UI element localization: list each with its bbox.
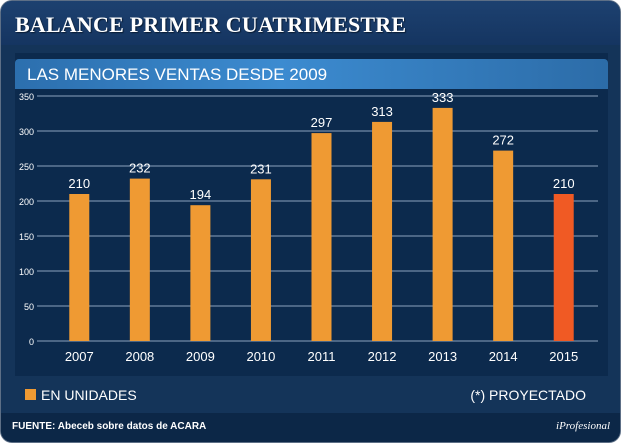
y-tick-label: 300 — [19, 127, 34, 137]
y-tick-label: 50 — [24, 302, 34, 312]
bar — [553, 194, 574, 341]
data-label: 231 — [250, 161, 272, 176]
data-label: 210 — [553, 176, 575, 191]
y-tick-label: 350 — [19, 92, 34, 102]
data-label: 194 — [190, 187, 212, 202]
bar — [432, 107, 453, 342]
x-tick-label: 2012 — [368, 349, 397, 364]
data-labels: 210 232 194 231 297 313 333 272 210 — [68, 90, 574, 202]
data-label: 272 — [492, 133, 514, 148]
y-tick-label: 200 — [19, 197, 34, 207]
chart-title: LAS MENORES VENTAS DESDE 2009 — [27, 65, 328, 84]
x-tick-label: 2010 — [246, 349, 275, 364]
projection-note: (*) PROYECTADO — [470, 387, 586, 403]
bars — [69, 107, 574, 342]
y-axis-ticks: 0 50 100 150 200 250 300 350 — [19, 92, 34, 347]
bar — [493, 150, 514, 341]
chart-title-bar — [15, 59, 608, 89]
bar — [129, 178, 150, 341]
x-tick-label: 2007 — [65, 349, 94, 364]
x-tick-label: 2014 — [489, 349, 518, 364]
y-tick-label: 250 — [19, 162, 34, 172]
bar — [372, 121, 393, 342]
legend-swatch — [25, 389, 36, 400]
header-bar — [1, 1, 620, 45]
data-label: 333 — [432, 90, 454, 105]
bar — [190, 205, 211, 341]
data-label: 210 — [68, 176, 90, 191]
x-axis-ticks: 2007 2008 2009 2010 2011 2012 2013 2014 2015 — [65, 349, 578, 364]
x-tick-label: 2009 — [186, 349, 215, 364]
y-tick-label: 100 — [19, 267, 34, 277]
x-tick-label: 2008 — [125, 349, 154, 364]
data-label: 232 — [129, 161, 151, 176]
bar — [69, 194, 90, 341]
legend-label: EN UNIDADES — [41, 387, 137, 403]
data-label: 297 — [311, 115, 333, 130]
footer-bar — [1, 413, 620, 442]
y-tick-label: 150 — [19, 232, 34, 242]
x-tick-label: 2013 — [428, 349, 457, 364]
brand-logo: iProfesional — [556, 420, 610, 432]
page-title: BALANCE PRIMER CUATRIMESTRE — [15, 12, 407, 37]
bar — [250, 179, 271, 341]
source-text: FUENTE: Abeceb sobre datos de ACARA — [12, 421, 207, 432]
x-tick-label: 2015 — [549, 349, 578, 364]
x-tick-label: 2011 — [308, 349, 336, 364]
y-tick-label: 0 — [29, 337, 34, 347]
bar — [311, 133, 332, 341]
data-label: 313 — [371, 104, 393, 119]
